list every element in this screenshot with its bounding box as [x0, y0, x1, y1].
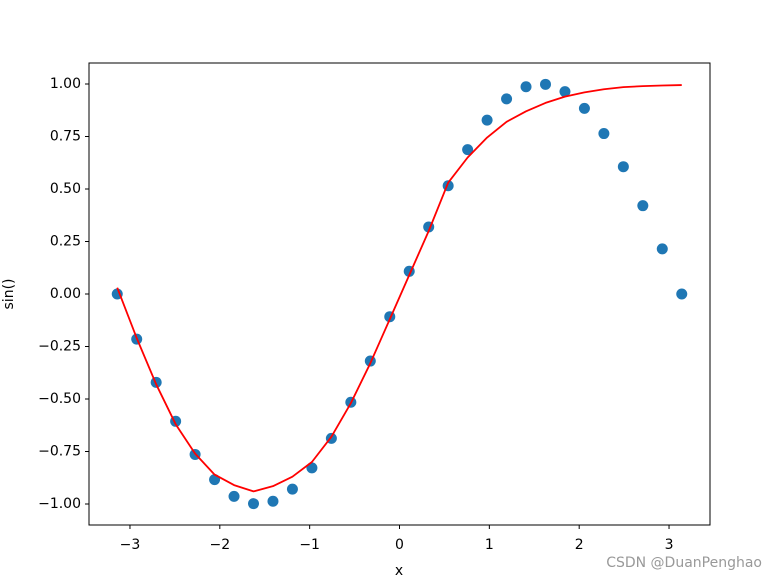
y-tick-label: 0.50: [50, 181, 81, 197]
axes-frame: [88, 62, 711, 526]
scatter-point: [559, 86, 571, 98]
scatter-point: [637, 200, 649, 212]
x-tick-label: −3: [120, 537, 141, 553]
y-tick-label: 0.75: [50, 129, 81, 145]
y-tick-label: −1.00: [38, 496, 81, 512]
x-tick-label: 1: [485, 537, 494, 553]
y-tick-label: −0.50: [38, 391, 81, 407]
scatter-point: [228, 490, 240, 502]
scatter-point: [598, 128, 610, 140]
y-tick-label: 1.00: [50, 76, 81, 92]
y-tick-label: 0.25: [50, 234, 81, 250]
y-tick-label: −0.75: [38, 444, 81, 460]
scatter-point: [617, 161, 629, 173]
scatter-point: [286, 483, 298, 495]
x-tick-label: −2: [209, 537, 230, 553]
scatter-point: [501, 93, 513, 105]
scatter-point: [676, 288, 688, 300]
scatter-point: [248, 498, 260, 510]
y-axis-label: sin(): [1, 279, 17, 310]
fit-line: [116, 84, 682, 493]
x-tick-label: 3: [665, 537, 674, 553]
scatter-point: [481, 114, 493, 126]
y-tick-label: −0.25: [38, 339, 81, 355]
scatter-point: [267, 495, 279, 507]
y-tick-label: 0.00: [50, 286, 81, 302]
x-tick-label: 2: [575, 537, 584, 553]
scatter-point: [539, 78, 551, 90]
scatter-point: [656, 243, 668, 255]
watermark: CSDN @DuanPenghao: [606, 555, 762, 571]
x-tick-label: −1: [299, 537, 320, 553]
scatter-point: [462, 144, 474, 156]
scatter-point: [520, 81, 532, 93]
x-axis-label: x: [395, 563, 403, 579]
x-tick-label: 0: [395, 537, 404, 553]
scatter-point: [578, 102, 590, 114]
